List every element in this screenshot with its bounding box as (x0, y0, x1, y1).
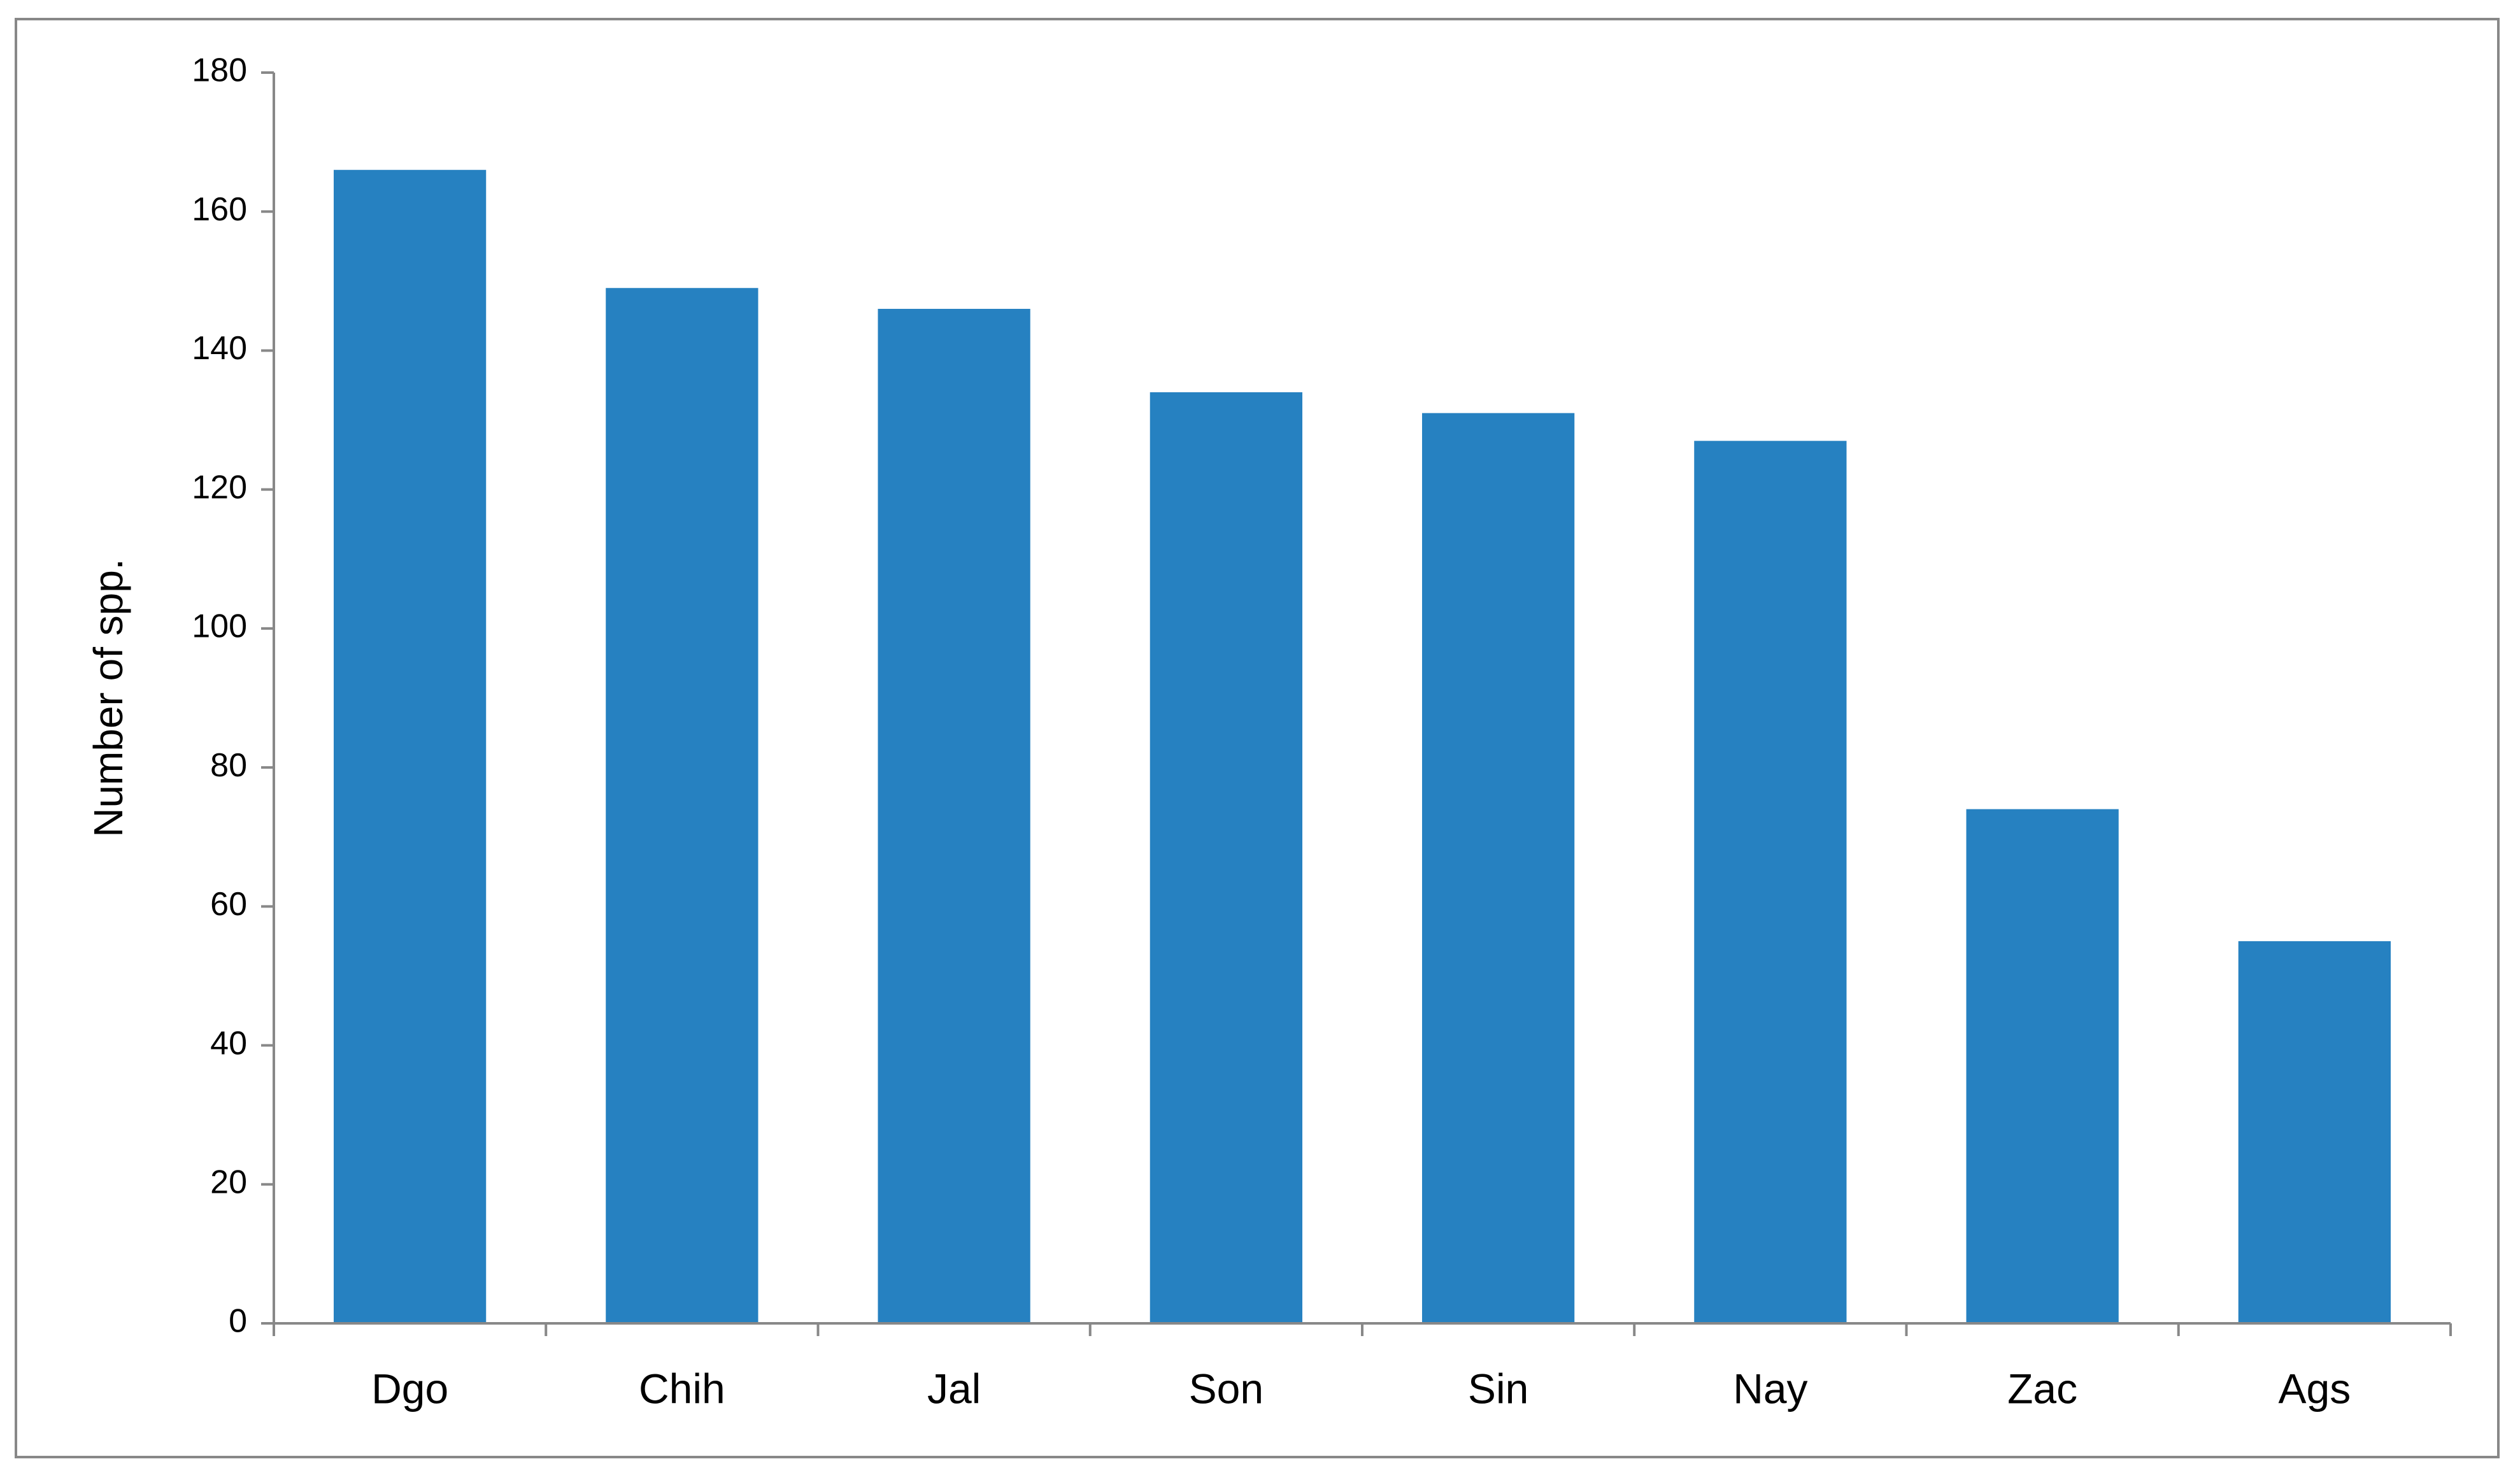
bar (1150, 392, 1303, 1323)
y-tick-label: 140 (192, 330, 247, 367)
y-tick-label: 160 (192, 191, 247, 228)
y-tick-label: 100 (192, 608, 247, 645)
x-tick-label: Son (1189, 1365, 1264, 1412)
bar (878, 308, 1030, 1323)
y-tick-label: 0 (229, 1303, 247, 1340)
x-tick-label: Sin (1468, 1365, 1528, 1412)
y-axis-title: Number of spp. (85, 559, 131, 837)
bar (1966, 809, 2119, 1323)
y-tick-label: 40 (210, 1025, 247, 1062)
y-tick-label: 120 (192, 469, 247, 506)
x-tick-label: Jal (927, 1365, 981, 1412)
x-tick-label: Dgo (371, 1365, 448, 1412)
x-tick-label: Chih (639, 1365, 725, 1412)
y-tick-label: 80 (210, 747, 247, 784)
x-tick-label: Zac (2007, 1365, 2077, 1412)
y-tick-label: 20 (210, 1164, 247, 1201)
bar (1694, 441, 1847, 1324)
y-tick-label: 60 (210, 886, 247, 923)
x-tick-label: Ags (2279, 1365, 2351, 1412)
bar (1421, 413, 1575, 1323)
bar (606, 288, 758, 1324)
bar (2238, 941, 2391, 1323)
y-tick-label: 180 (192, 52, 247, 89)
bar (333, 169, 487, 1323)
x-tick-label: Nay (1733, 1365, 1807, 1412)
